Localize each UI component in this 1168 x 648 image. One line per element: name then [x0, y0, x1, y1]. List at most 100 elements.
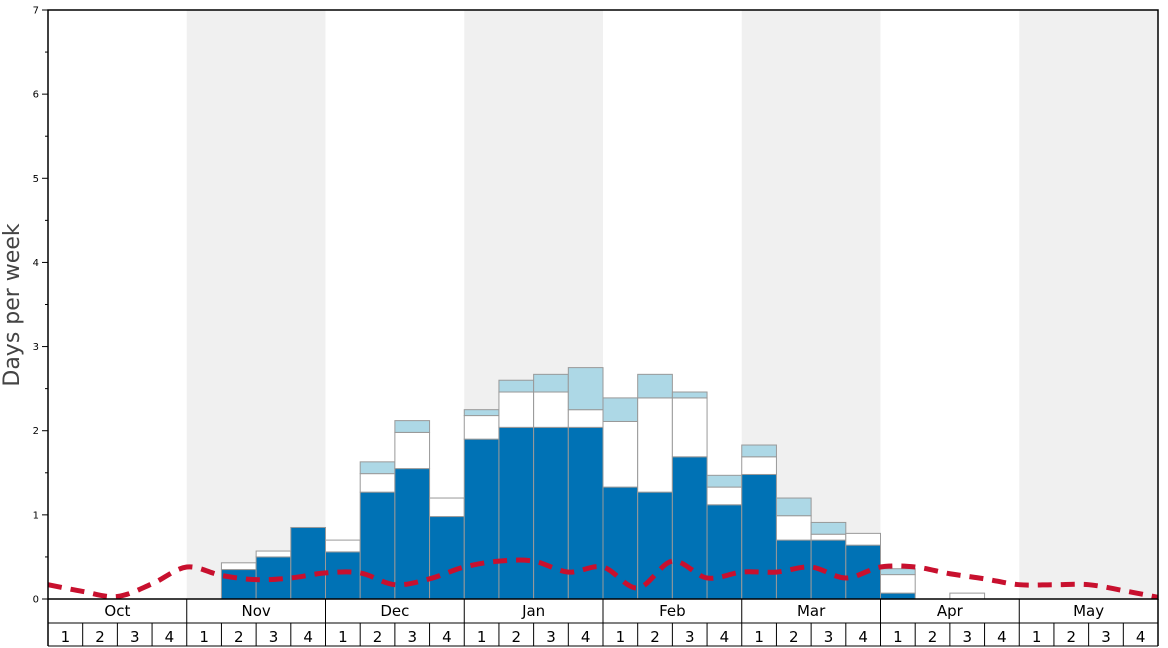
week-label-feb-1: 1 [616, 628, 626, 646]
week-label-jan-2: 2 [512, 628, 522, 646]
week-label-apr-3: 3 [962, 628, 972, 646]
week-label-mar-1: 1 [754, 628, 764, 646]
week-label-oct-2: 2 [95, 628, 105, 646]
bar-middle-17 [637, 397, 673, 493]
bar-top-13 [498, 379, 535, 393]
week-label-nov-3: 3 [269, 628, 279, 646]
bar-middle-19 [706, 486, 743, 506]
week-label-jan-3: 3 [546, 628, 556, 646]
month-label-nov: Nov [241, 602, 270, 620]
bar-middle-11 [429, 497, 465, 518]
y-tick-label-7: 7 [33, 6, 39, 17]
bar-middle-20 [741, 456, 777, 475]
week-label-dec-1: 1 [338, 628, 348, 646]
bar-middle-23 [845, 532, 881, 546]
bar-top-12 [463, 409, 500, 417]
month-label-may: May [1073, 602, 1104, 620]
month-label-apr: Apr [937, 602, 964, 620]
month-label-mar: Mar [797, 602, 826, 620]
bar-middle-18 [671, 397, 708, 458]
bar-top-10 [394, 420, 431, 433]
y-tick-label-1: 1 [33, 510, 39, 521]
bar-top-19 [706, 474, 743, 488]
bar-bottom-13 [498, 426, 535, 600]
y-tick-label-5: 5 [33, 174, 39, 185]
week-label-may-1: 1 [1032, 628, 1042, 646]
week-label-oct-1: 1 [61, 628, 71, 646]
bar-middle-24 [880, 574, 916, 594]
bar-top-21 [775, 497, 812, 517]
bar-top-15 [567, 367, 604, 411]
bar-top-16 [602, 397, 639, 422]
bar-top-22 [810, 521, 847, 535]
week-label-dec-4: 4 [442, 628, 452, 646]
week-label-dec-3: 3 [407, 628, 417, 646]
bar-middle-15 [567, 409, 604, 428]
week-label-jan-1: 1 [477, 628, 487, 646]
bar-bottom-19 [706, 504, 743, 600]
week-label-may-4: 4 [1136, 628, 1146, 646]
month-label-jan: Jan [521, 602, 545, 620]
month-band-may [1019, 10, 1158, 599]
bar-middle-26 [949, 592, 986, 600]
y-tick-label-0: 0 [33, 595, 39, 606]
y-tick-label-6: 6 [33, 90, 39, 101]
average-line-layer [47, 557, 1159, 600]
bar-bottom-20 [741, 473, 777, 600]
week-label-oct-4: 4 [165, 628, 175, 646]
bar-top-18 [671, 391, 708, 399]
week-label-jan-4: 4 [581, 628, 591, 646]
bar-bottom-24 [880, 592, 916, 600]
bar-top-9 [359, 461, 396, 475]
month-band-nov [186, 10, 326, 599]
week-label-may-3: 3 [1101, 628, 1111, 646]
month-label-dec: Dec [380, 602, 409, 620]
bar-middle-8 [325, 539, 361, 553]
bar-top-17 [637, 373, 673, 399]
week-label-mar-2: 2 [789, 628, 799, 646]
y-tick-label-4: 4 [33, 258, 39, 269]
bar-bottom-7 [290, 526, 326, 600]
week-label-mar-3: 3 [824, 628, 834, 646]
bar-bottom-17 [637, 491, 673, 600]
week-label-may-2: 2 [1067, 628, 1077, 646]
bar-middle-9 [359, 473, 396, 493]
week-label-apr-2: 2 [928, 628, 938, 646]
week-label-feb-4: 4 [720, 628, 730, 646]
bar-bottom-12 [463, 438, 500, 600]
y-axis-label: Days per week [0, 223, 25, 386]
bar-bottom-8 [325, 551, 361, 600]
week-label-dec-2: 2 [373, 628, 383, 646]
bar-middle-14 [533, 391, 569, 428]
bar-middle-6 [255, 550, 292, 558]
week-label-feb-2: 2 [650, 628, 660, 646]
week-label-feb-3: 3 [685, 628, 695, 646]
bars [220, 367, 986, 600]
week-label-oct-3: 3 [130, 628, 140, 646]
bar-middle-10 [394, 431, 431, 470]
bar-middle-12 [463, 415, 500, 440]
week-label-apr-4: 4 [997, 628, 1007, 646]
week-label-nov-1: 1 [199, 628, 209, 646]
average-line [47, 557, 1159, 600]
bar-top-24 [880, 568, 916, 576]
bar-middle-5 [220, 562, 257, 571]
bar-middle-22 [810, 533, 847, 541]
bar-bottom-10 [394, 468, 431, 600]
month-bands [186, 10, 1158, 599]
bar-top-20 [741, 444, 777, 458]
axes: 0 1 2 3 4 5 6 7 Oct 1 2 3 4 Nov 1 2 3 4 Dec 1 2 3 4 Jan 1 2 3 4 Feb 1… [33, 6, 1159, 647]
month-label-feb: Feb [659, 602, 686, 620]
week-label-nov-2: 2 [234, 628, 244, 646]
y-tick-label-3: 3 [33, 342, 39, 353]
bar-bottom-16 [602, 486, 639, 600]
bar-middle-13 [498, 391, 535, 428]
bar-middle-21 [775, 515, 812, 541]
week-label-nov-4: 4 [303, 628, 313, 646]
bar-middle-16 [602, 420, 639, 488]
bar-top-14 [533, 373, 569, 393]
bar-bottom-11 [429, 516, 465, 600]
week-label-mar-4: 4 [858, 628, 868, 646]
